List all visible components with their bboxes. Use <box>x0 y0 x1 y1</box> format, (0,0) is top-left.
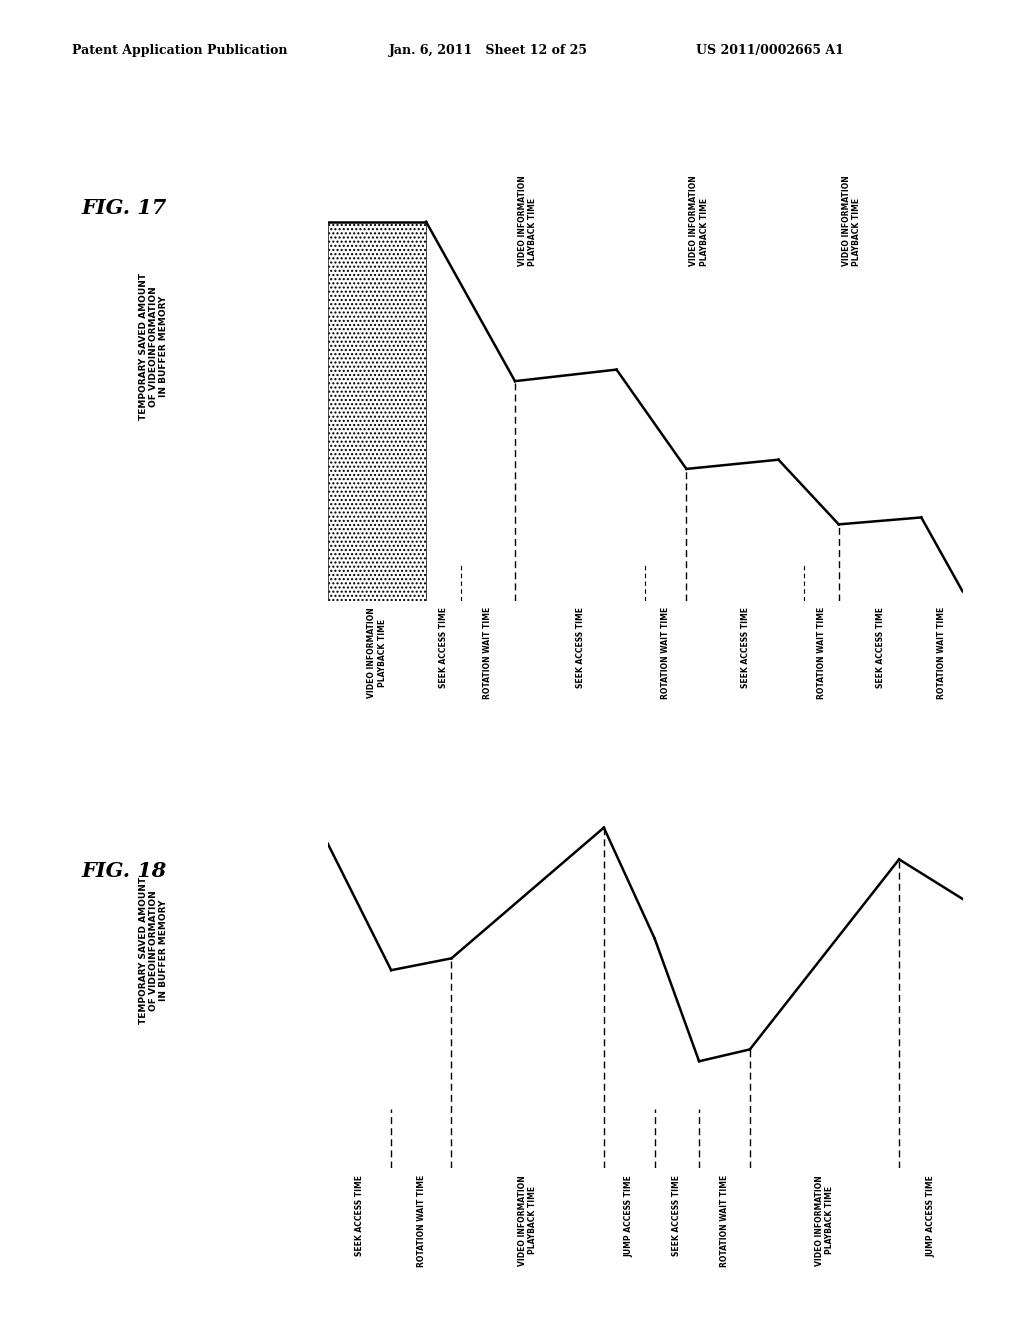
Text: SEEK ACCESS TIME: SEEK ACCESS TIME <box>673 1175 681 1255</box>
Text: Jan. 6, 2011   Sheet 12 of 25: Jan. 6, 2011 Sheet 12 of 25 <box>389 44 588 57</box>
Text: ROTATION WAIT TIME: ROTATION WAIT TIME <box>937 607 946 700</box>
Text: ROTATION WAIT TIME: ROTATION WAIT TIME <box>817 607 825 700</box>
Bar <box>750 1049 899 1168</box>
Text: VIDEO INFORMATION
PLAYBACK TIME: VIDEO INFORMATION PLAYBACK TIME <box>689 176 709 267</box>
Bar <box>839 524 922 601</box>
Bar <box>515 381 616 601</box>
Text: Patent Application Publication: Patent Application Publication <box>72 44 287 57</box>
Text: VIDEO INFORMATION
PLAYBACK TIME: VIDEO INFORMATION PLAYBACK TIME <box>842 176 861 267</box>
Text: VIDEO INFORMATION
PLAYBACK TIME: VIDEO INFORMATION PLAYBACK TIME <box>518 1175 538 1266</box>
Text: JUMP ACCESS TIME: JUMP ACCESS TIME <box>625 1175 634 1257</box>
Text: FIG. 17: FIG. 17 <box>82 198 167 218</box>
Text: FIG. 18: FIG. 18 <box>82 861 167 882</box>
Text: JUMP ACCESS TIME: JUMP ACCESS TIME <box>927 1175 935 1257</box>
Bar <box>452 958 604 1168</box>
Text: TEMPORARY SAVED AMOUNT
OF VIDEOINFORMATION
IN BUFFER MEMORY: TEMPORARY SAVED AMOUNT OF VIDEOINFORMATI… <box>138 273 169 420</box>
Text: ROTATION WAIT TIME: ROTATION WAIT TIME <box>662 607 671 700</box>
Text: ROTATION WAIT TIME: ROTATION WAIT TIME <box>417 1175 426 1267</box>
Text: SEEK ACCESS TIME: SEEK ACCESS TIME <box>876 607 885 688</box>
Text: VIDEO INFORMATION
PLAYBACK TIME: VIDEO INFORMATION PLAYBACK TIME <box>518 176 538 267</box>
Bar <box>328 222 426 601</box>
Text: TEMPORARY SAVED AMOUNT
OF VIDEOINFORMATION
IN BUFFER MEMORY: TEMPORARY SAVED AMOUNT OF VIDEOINFORMATI… <box>138 876 169 1024</box>
Text: SEEK ACCESS TIME: SEEK ACCESS TIME <box>439 607 449 688</box>
Text: SEEK ACCESS TIME: SEEK ACCESS TIME <box>740 607 750 688</box>
Text: SEEK ACCESS TIME: SEEK ACCESS TIME <box>355 1175 364 1255</box>
Text: VIDEO INFORMATION
PLAYBACK TIME: VIDEO INFORMATION PLAYBACK TIME <box>815 1175 835 1266</box>
Text: SEEK ACCESS TIME: SEEK ACCESS TIME <box>575 607 585 688</box>
Bar <box>686 469 778 601</box>
Text: ROTATION WAIT TIME: ROTATION WAIT TIME <box>483 607 493 700</box>
Text: VIDEO INFORMATION
PLAYBACK TIME: VIDEO INFORMATION PLAYBACK TIME <box>368 607 387 698</box>
Text: US 2011/0002665 A1: US 2011/0002665 A1 <box>696 44 844 57</box>
Text: ROTATION WAIT TIME: ROTATION WAIT TIME <box>720 1175 729 1267</box>
